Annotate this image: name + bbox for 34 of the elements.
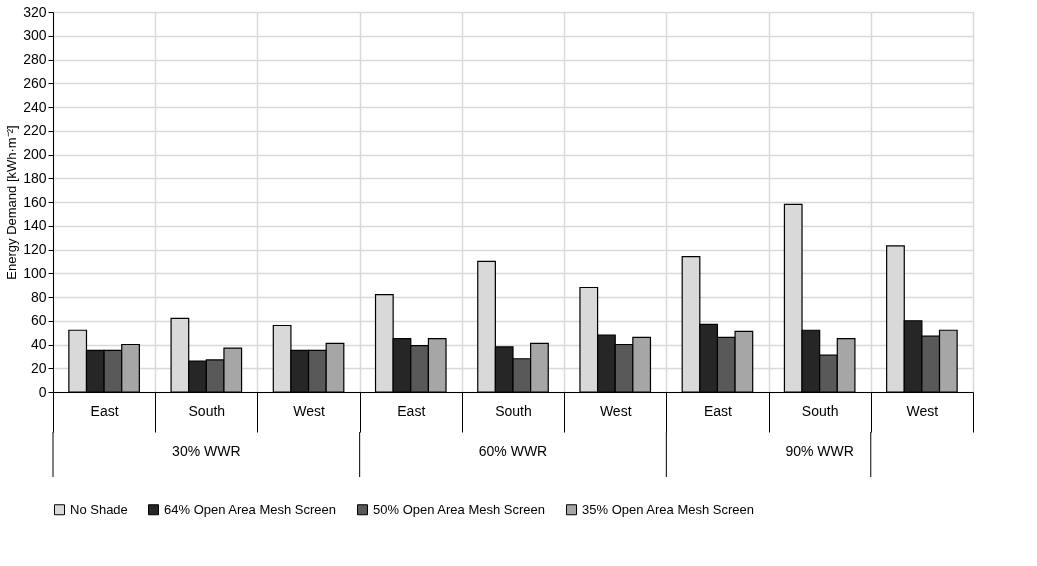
text: 30% WWR bbox=[172, 443, 241, 459]
x-tick-label: East bbox=[397, 402, 426, 419]
x-tick-label: West bbox=[599, 402, 632, 419]
y-tick-label: 40 bbox=[30, 336, 47, 352]
legend-label: 64% Open Area Mesh Screen bbox=[164, 501, 336, 517]
y-tick-label: 160 bbox=[23, 193, 47, 210]
y-tick-label: 60 bbox=[30, 312, 47, 329]
x-tick-label: South bbox=[188, 402, 226, 419]
x-tick-label: West bbox=[906, 402, 939, 419]
legend-label: No Shade bbox=[70, 501, 128, 517]
x-tick-label: South bbox=[801, 402, 839, 419]
y-tick-label: 200 bbox=[23, 146, 47, 162]
x-tick-label: East bbox=[703, 402, 733, 419]
x-tick-label: East bbox=[90, 402, 119, 419]
y-tick-label: 80 bbox=[30, 288, 47, 305]
y-tick-label: 240 bbox=[23, 98, 47, 115]
y-tick-label: 320 bbox=[23, 3, 47, 20]
text: 90% WWR bbox=[785, 443, 854, 459]
y-tick-label: 120 bbox=[23, 241, 47, 257]
x-tick-label: West bbox=[293, 402, 325, 419]
y-tick-label: 100 bbox=[23, 264, 47, 281]
text: 60% WWR bbox=[478, 443, 548, 459]
legend-label: 35% Open Area Mesh Screen bbox=[582, 501, 754, 517]
y-tick-label: 0 bbox=[38, 383, 47, 400]
y-tick-label: 180 bbox=[23, 169, 47, 186]
y-tick-label: 300 bbox=[23, 27, 47, 44]
y-tick-label: 140 bbox=[23, 217, 47, 234]
x-tick-label: South bbox=[495, 402, 532, 419]
legend-label: 50% Open Area Mesh Screen bbox=[373, 501, 545, 517]
y-tick-label: 220 bbox=[23, 122, 47, 139]
y-tick-label: 280 bbox=[23, 51, 47, 67]
y-axis-title: Energy Demand [kWh·m⁻²] bbox=[4, 125, 20, 280]
y-tick-label: 20 bbox=[30, 359, 47, 376]
y-tick-label: 260 bbox=[23, 74, 47, 91]
